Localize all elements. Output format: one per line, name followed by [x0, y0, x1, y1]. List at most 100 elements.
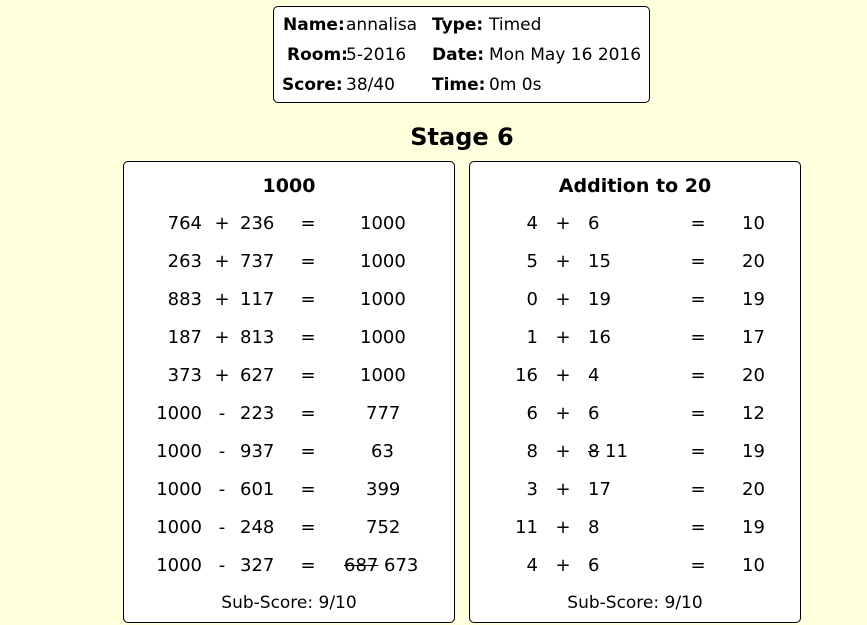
operand-a: 883: [167, 289, 202, 310]
wrong-answer: 687: [344, 555, 379, 576]
wrong-operand-b: 8: [588, 441, 600, 462]
operand-b: 937: [240, 441, 275, 462]
equals-sign: =: [300, 403, 316, 424]
session-info-box: Name: annalisa Type: Timed Room: 5-2016 …: [273, 6, 650, 103]
problem-row: 1000 - 248 = 752: [124, 515, 454, 541]
corrected-answer: 673: [384, 555, 419, 576]
operand-b: 601: [240, 479, 275, 500]
date-label: Date:: [432, 45, 485, 65]
operator: +: [555, 517, 571, 538]
operand-b: 117: [240, 289, 275, 310]
equals-sign: =: [690, 251, 706, 272]
equals-sign: =: [300, 213, 316, 234]
operand-b: 6: [588, 213, 600, 234]
equals-sign: =: [300, 365, 316, 386]
answer: 10: [742, 555, 765, 576]
answer: 17: [742, 327, 765, 348]
equals-sign: =: [300, 555, 316, 576]
answer: 63: [371, 441, 394, 462]
operand-b: 17: [588, 479, 611, 500]
operator: +: [214, 327, 230, 348]
answer: 1000: [360, 251, 406, 272]
answer: 19: [742, 289, 765, 310]
panel-1000: 1000 764 + 236 = 1000 263 + 737 = 1000 8…: [123, 161, 455, 623]
operator: -: [218, 441, 226, 462]
sub-score: Sub-Score: 9/10: [221, 593, 357, 613]
equals-sign: =: [300, 327, 316, 348]
answer: 752: [366, 517, 401, 538]
answer: 20: [742, 365, 765, 386]
operand-b: 6: [588, 403, 600, 424]
operator: +: [555, 479, 571, 500]
operator: +: [555, 289, 571, 310]
room-value: 5-2016: [346, 45, 407, 65]
operand-b: 4: [588, 365, 600, 386]
operator: +: [555, 365, 571, 386]
answer: 19: [742, 517, 765, 538]
score-label: Score:: [282, 75, 343, 95]
equals-sign: =: [690, 403, 706, 424]
name-value: annalisa: [346, 15, 418, 35]
problem-row: 3 + 17 = 20: [470, 477, 800, 503]
operand-a: 8: [526, 441, 538, 462]
operand-a: 1000: [156, 555, 202, 576]
operand-a: 263: [167, 251, 202, 272]
operand-a: 6: [526, 403, 538, 424]
operator: +: [555, 213, 571, 234]
operand-b: 19: [588, 289, 611, 310]
problem-row: 8 + 8 11 = 19: [470, 439, 800, 465]
operand-a: 1000: [156, 403, 202, 424]
operand-a: 4: [526, 555, 538, 576]
equals-sign: =: [690, 517, 706, 538]
operand-a: 16: [515, 365, 538, 386]
operator: +: [555, 441, 571, 462]
operand-b: 236: [240, 213, 275, 234]
operator: -: [218, 479, 226, 500]
corrected-operand-b: 11: [605, 441, 628, 462]
operand-a: 1000: [156, 479, 202, 500]
operator: -: [218, 403, 226, 424]
problem-row: 4 + 6 = 10: [470, 211, 800, 237]
answer: 399: [366, 479, 401, 500]
problem-row: 263 + 737 = 1000: [124, 249, 454, 275]
problem-row: 4 + 6 = 10: [470, 553, 800, 579]
operand-a: 11: [515, 517, 538, 538]
operand-b: 16: [588, 327, 611, 348]
answer: 1000: [360, 289, 406, 310]
operator: +: [214, 289, 230, 310]
operand-b: 627: [240, 365, 275, 386]
operand-b: 248: [240, 517, 275, 538]
operand-b: 327: [240, 555, 275, 576]
problem-row: 5 + 15 = 20: [470, 249, 800, 275]
operand-a: 1000: [156, 441, 202, 462]
panel-title: Addition to 20: [558, 175, 712, 197]
answer: 19: [742, 441, 765, 462]
equals-sign: =: [690, 289, 706, 310]
operator: +: [555, 555, 571, 576]
equals-sign: =: [690, 555, 706, 576]
operand-b: 6: [588, 555, 600, 576]
equals-sign: =: [300, 289, 316, 310]
operator: +: [214, 365, 230, 386]
operand-a: 1000: [156, 517, 202, 538]
operand-a: 187: [167, 327, 202, 348]
panel-addition-to-20: Addition to 20 4 + 6 = 10 5 + 15 = 20 0 …: [469, 161, 801, 623]
type-value: Timed: [489, 15, 542, 35]
panel-title: 1000: [262, 175, 316, 197]
score-value: 38/40: [346, 75, 395, 95]
problem-row: 187 + 813 = 1000: [124, 325, 454, 351]
operand-b: 8: [588, 517, 600, 538]
sub-score: Sub-Score: 9/10: [567, 593, 703, 613]
equals-sign: =: [690, 365, 706, 386]
operand-b: 737: [240, 251, 275, 272]
operand-a: 5: [526, 251, 538, 272]
problem-row: 1000 - 327 = 687 673: [124, 553, 454, 579]
answer: 777: [366, 403, 401, 424]
answer: 12: [742, 403, 765, 424]
operand-a: 4: [526, 213, 538, 234]
answer: 1000: [360, 365, 406, 386]
operator: +: [214, 213, 230, 234]
operand-b: 813: [240, 327, 275, 348]
equals-sign: =: [300, 441, 316, 462]
problem-row: 1000 - 937 = 63: [124, 439, 454, 465]
